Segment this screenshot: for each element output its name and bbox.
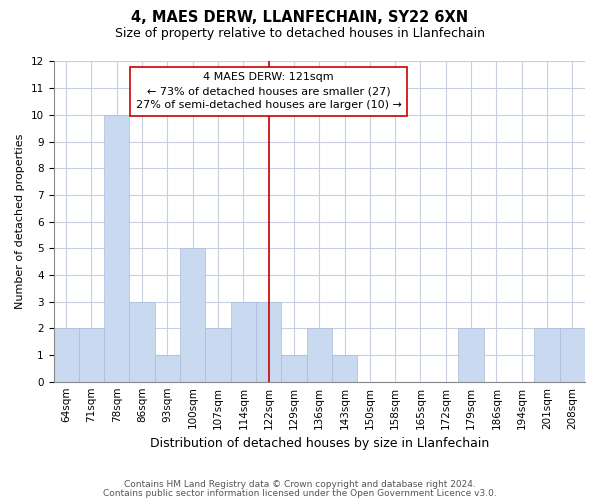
Text: Size of property relative to detached houses in Llanfechain: Size of property relative to detached ho… (115, 28, 485, 40)
Bar (256, 302, 281, 382)
Bar (130, 302, 155, 382)
Bar (230, 302, 256, 382)
Bar (104, 115, 130, 382)
Bar (332, 355, 357, 382)
Text: Contains HM Land Registry data © Crown copyright and database right 2024.: Contains HM Land Registry data © Crown c… (124, 480, 476, 489)
X-axis label: Distribution of detached houses by size in Llanfechain: Distribution of detached houses by size … (149, 437, 489, 450)
Text: 4, MAES DERW, LLANFECHAIN, SY22 6XN: 4, MAES DERW, LLANFECHAIN, SY22 6XN (131, 10, 469, 25)
Bar (155, 355, 180, 382)
Text: 4 MAES DERW: 121sqm
← 73% of detached houses are smaller (27)
27% of semi-detach: 4 MAES DERW: 121sqm ← 73% of detached ho… (136, 72, 401, 110)
Bar (560, 328, 585, 382)
Bar (53, 328, 79, 382)
Y-axis label: Number of detached properties: Number of detached properties (15, 134, 25, 310)
Bar (180, 248, 205, 382)
Bar (79, 328, 104, 382)
Bar (205, 328, 230, 382)
Text: Contains public sector information licensed under the Open Government Licence v3: Contains public sector information licen… (103, 489, 497, 498)
Bar (307, 328, 332, 382)
Bar (281, 355, 307, 382)
Bar (535, 328, 560, 382)
Bar (458, 328, 484, 382)
